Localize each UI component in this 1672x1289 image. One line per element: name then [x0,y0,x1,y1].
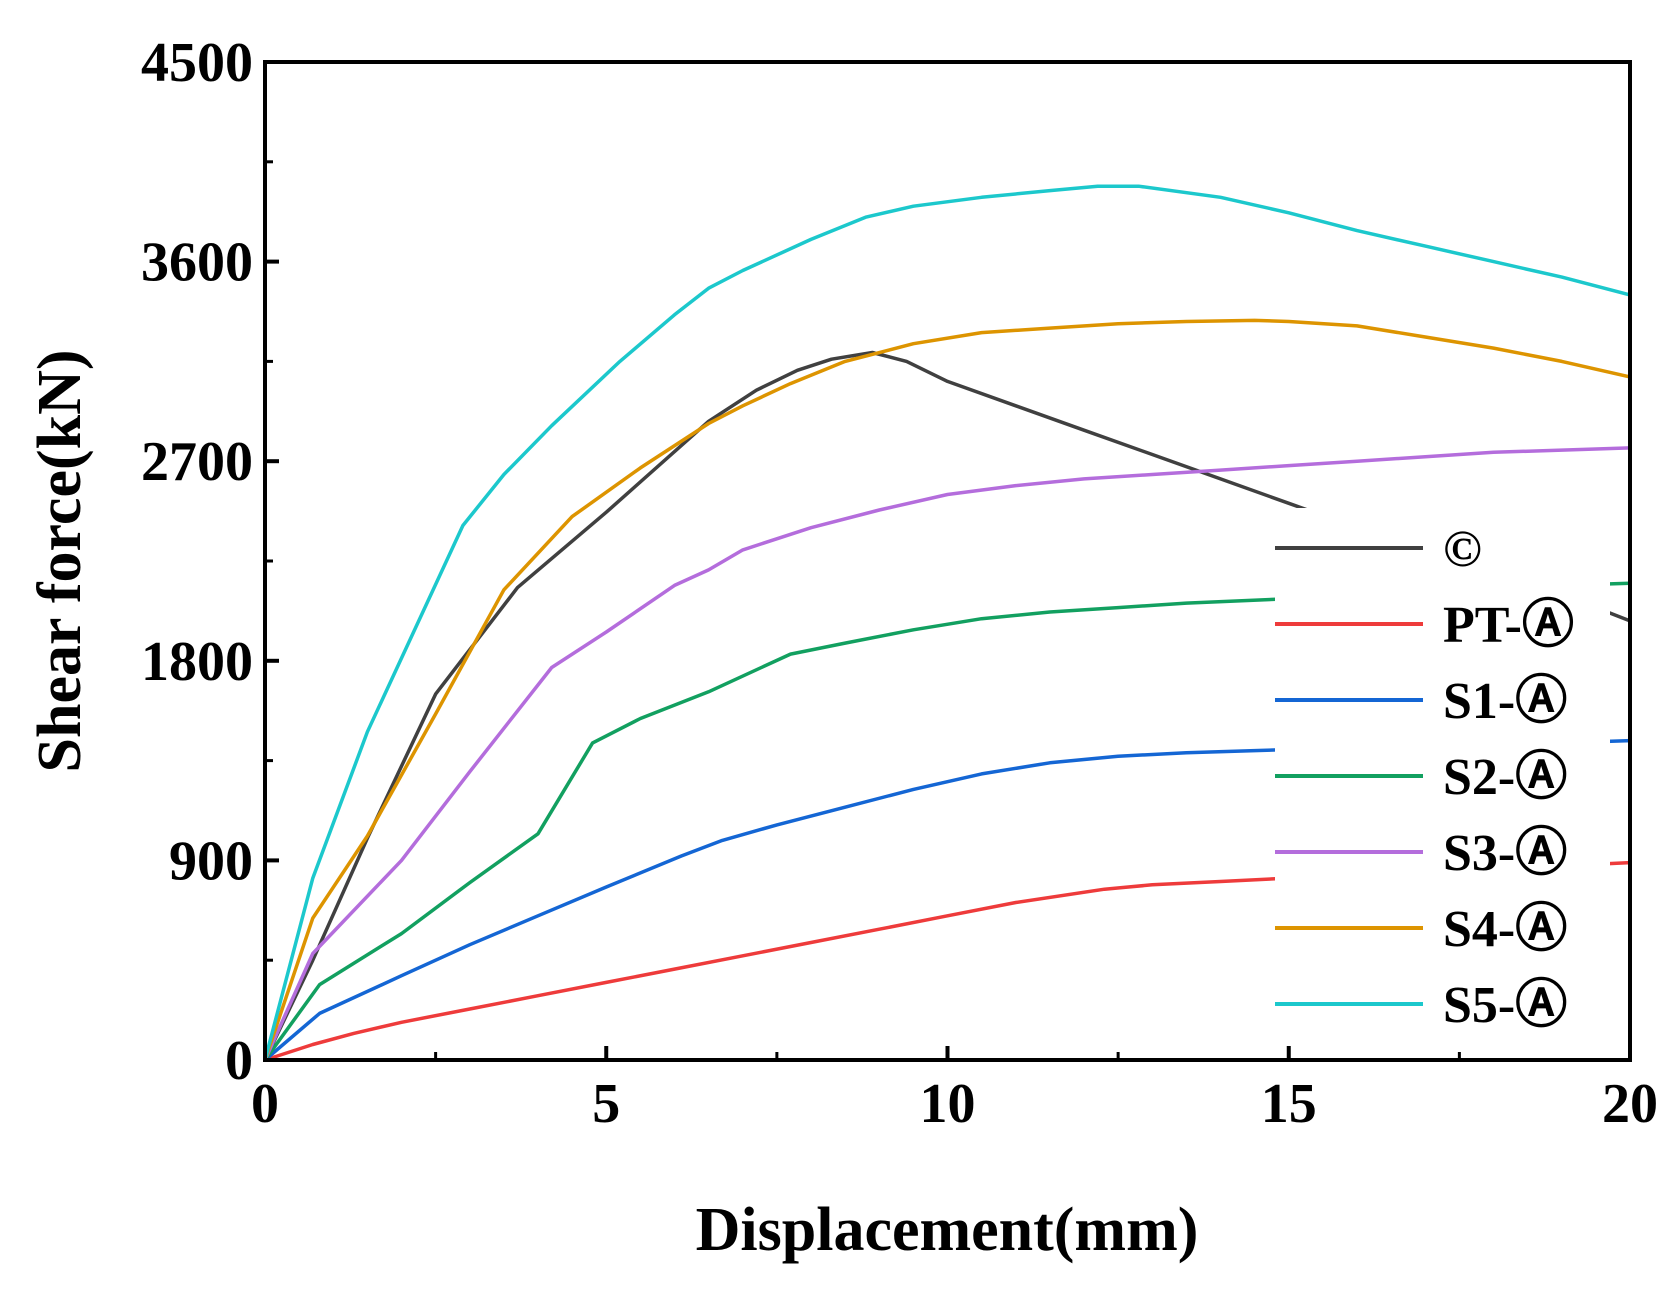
x-tick-label: 0 [251,1073,279,1135]
legend: © PT-Ⓐ S1-Ⓐ S2-Ⓐ S3-Ⓐ S4-Ⓐ S5-Ⓐ [1275,521,1574,1034]
x-tick-label: 5 [592,1073,620,1135]
legend-label-5: S4-Ⓐ [1443,900,1567,958]
legend-label-4: S3-Ⓐ [1443,824,1567,882]
legend-label-2: S1-Ⓐ [1443,672,1567,730]
x-tick-label: 20 [1602,1073,1658,1135]
legend-label-3: S2-Ⓐ [1443,748,1567,806]
y-tick-label: 900 [169,830,253,892]
series-line-4 [263,446,1631,1061]
legend-label-1: PT-Ⓐ [1443,596,1574,654]
legend-background [1275,508,1610,1053]
y-axis-title: Shear force(kN) [26,349,94,772]
series-line-5 [263,318,1631,1061]
y-tick-label: 4500 [141,32,253,94]
series-layer [263,184,1631,1062]
y-tick-label: 3600 [141,232,253,294]
y-tick-label: 0 [225,1030,253,1092]
y-tick-label: 1800 [141,631,253,693]
legend-label-0: © [1443,521,1482,578]
legend-label-6: S5-Ⓐ [1443,976,1567,1034]
y-tick-label: 2700 [141,431,253,493]
series-line-6 [263,184,1631,1061]
x-tick-label: 15 [1261,1073,1317,1135]
axis-ticks: 0 5 10 15 20 0 900 1800 2700 3600 4500 [141,32,1658,1135]
x-axis-title: Displacement(mm) [696,1196,1199,1264]
x-tick-label: 10 [920,1073,976,1135]
